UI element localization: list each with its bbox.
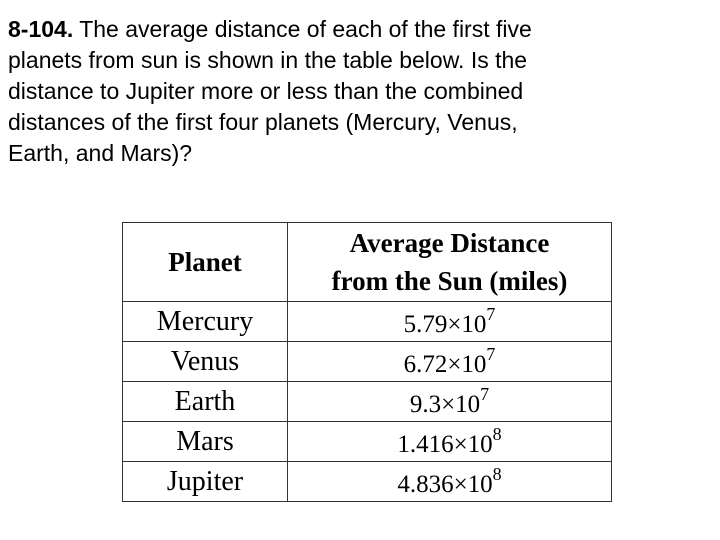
exponent: 8 xyxy=(492,464,502,484)
distance-cell: 4.836×108 xyxy=(287,461,612,502)
header-line: Average Distance xyxy=(349,228,550,258)
header-line: from the Sun (miles) xyxy=(331,266,568,296)
coefficient: 5.79×10 xyxy=(403,311,487,338)
header-cell: Average Distance from the Sun (miles) xyxy=(287,222,612,302)
planet-cell: Mars xyxy=(122,421,288,462)
problem-number: 8-104. xyxy=(8,16,74,42)
line: Earth, and Mars)? xyxy=(8,140,193,166)
coefficient: 4.836×10 xyxy=(397,471,493,498)
exponent: 7 xyxy=(480,384,490,404)
planet-cell: Mercury xyxy=(122,301,288,342)
table-row: Venus 6.72×107 xyxy=(122,341,612,382)
distance-cell: 1.416×108 xyxy=(287,421,612,462)
table-body: Mercury 5.79×107 Venus 6.72×107 Earth 9.3×107… xyxy=(122,301,612,502)
table-row: Earth 9.3×107 xyxy=(122,381,612,422)
exponent: 8 xyxy=(492,424,502,444)
planet-cell: Earth xyxy=(122,381,288,422)
line: distance to Jupiter more or less than th… xyxy=(8,78,524,104)
line: 8-104. The average distance of each of t… xyxy=(8,14,713,45)
table-row: Mars 1.416×108 xyxy=(122,421,612,462)
header-row: Planet Average Distance from the Sun (mil… xyxy=(122,222,612,302)
distance-cell: 6.72×107 xyxy=(287,341,612,382)
exponent: 7 xyxy=(486,344,496,364)
distance-cell: 5.79×107 xyxy=(287,301,612,342)
planet-cell: Jupiter xyxy=(122,461,288,502)
exponent: 7 xyxy=(486,304,496,324)
coefficient: 6.72×10 xyxy=(403,351,487,378)
planet-cell: Venus xyxy=(122,341,288,382)
table-row: Jupiter 4.836×108 xyxy=(122,461,612,502)
line: distances of the first four planets (Mer… xyxy=(8,109,518,135)
header-cell: Planet xyxy=(122,222,288,302)
distance-table: Planet Average Distance from the Sun (mil… xyxy=(122,222,612,502)
coefficient: 9.3×10 xyxy=(409,391,481,418)
problem-text: 8-104. The average distance of each of t… xyxy=(8,14,713,169)
distance-cell: 9.3×107 xyxy=(287,381,612,422)
line: planets from sun is shown in the table b… xyxy=(8,47,528,73)
line-text: The average distance of each of the firs… xyxy=(79,16,532,42)
coefficient: 1.416×10 xyxy=(397,431,493,458)
table-row: Mercury 5.79×107 xyxy=(122,301,612,342)
